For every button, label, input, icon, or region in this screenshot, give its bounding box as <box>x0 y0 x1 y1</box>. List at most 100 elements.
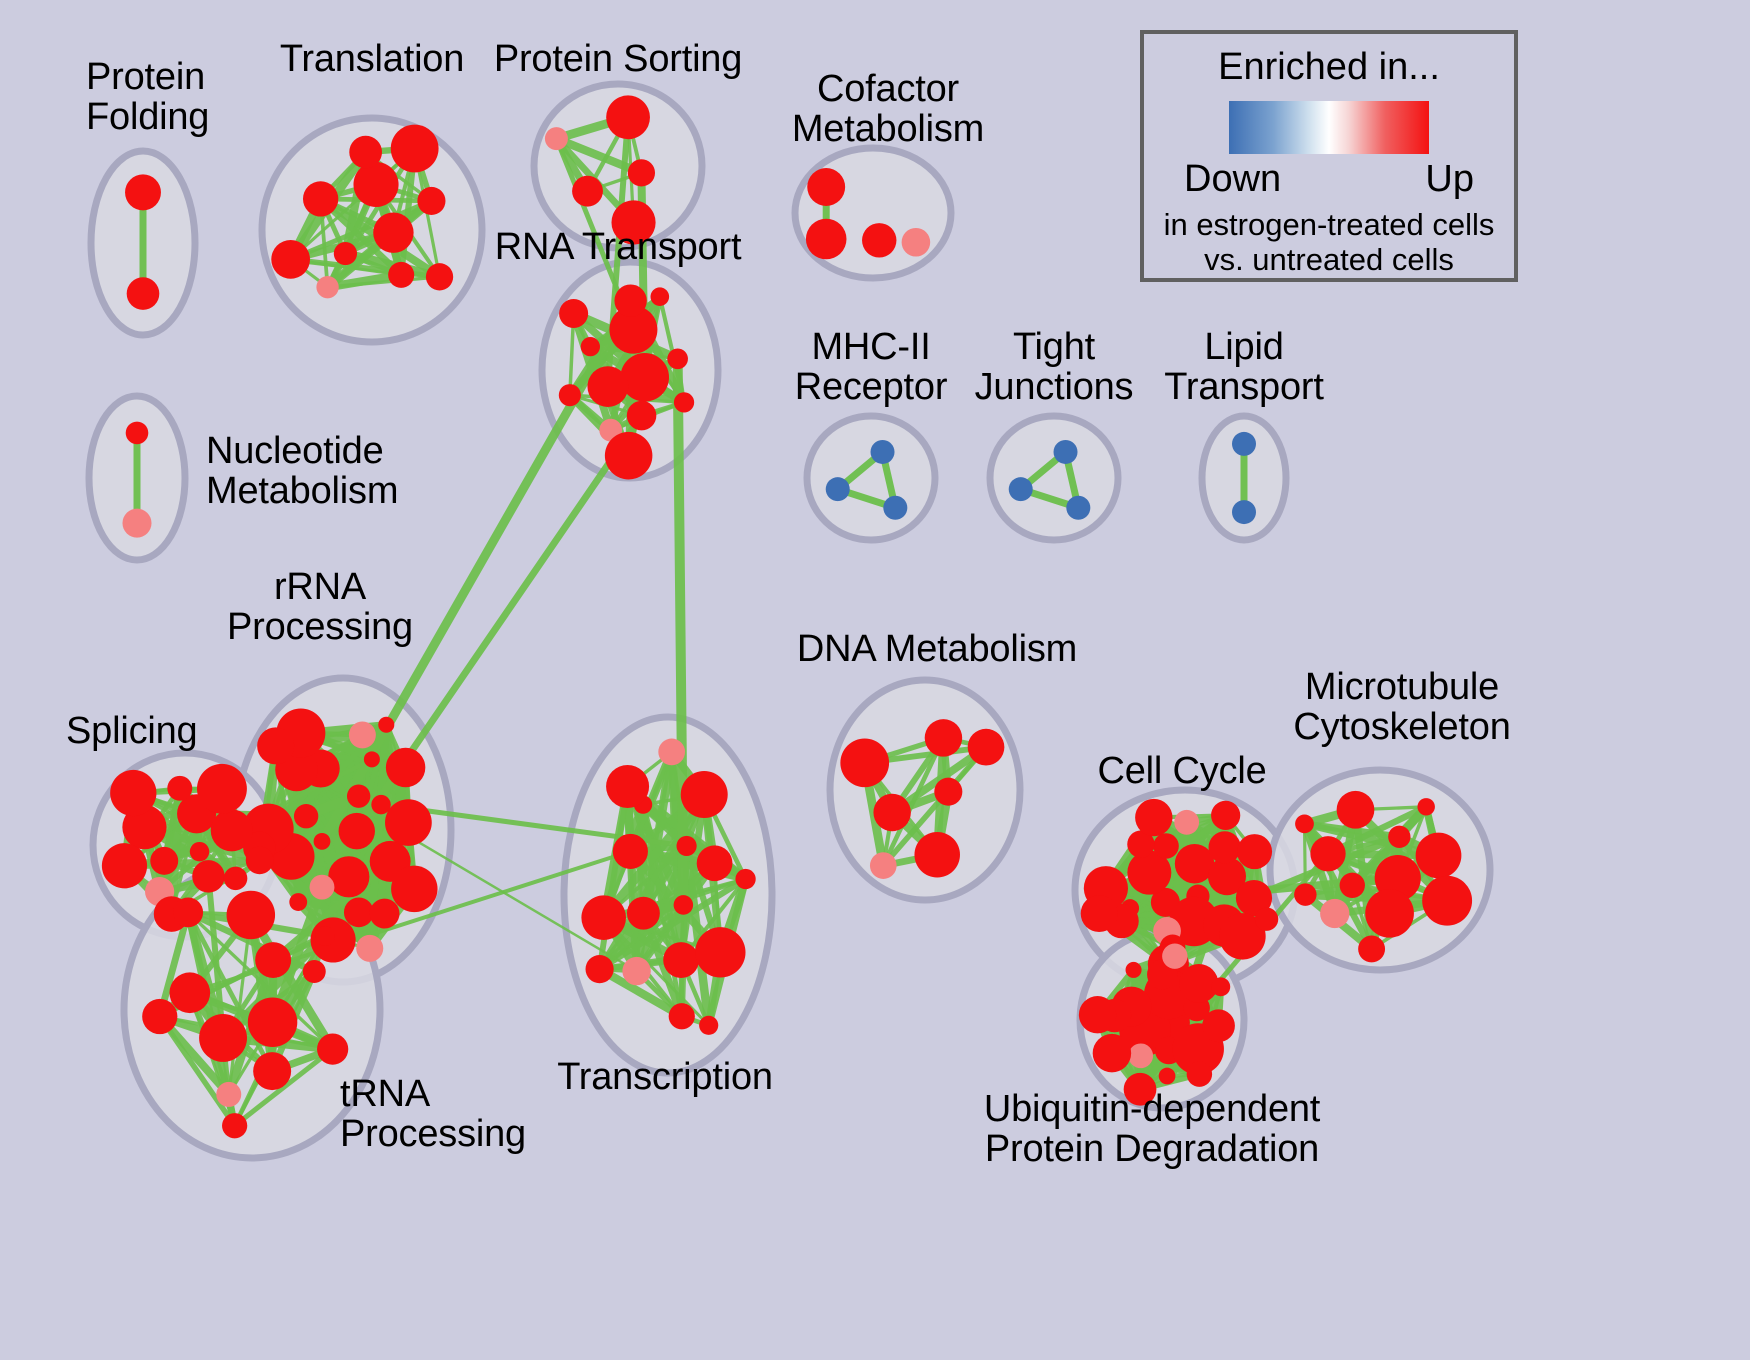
cluster-label-rrna-processing: rRNA Processing <box>227 566 413 648</box>
cluster-label-dna-metabolism: DNA Metabolism <box>796 628 1078 670</box>
network-node <box>142 998 178 1035</box>
network-node <box>1365 888 1414 938</box>
cluster-label-lipid-transport: Lipid Transport <box>1164 326 1324 408</box>
network-node <box>289 893 308 911</box>
network-node <box>196 763 247 814</box>
network-node <box>544 127 568 151</box>
network-node <box>313 832 331 850</box>
network-node <box>257 727 295 765</box>
network-node <box>667 348 688 370</box>
network-node <box>222 1113 248 1139</box>
network-node <box>1415 832 1462 879</box>
network-node <box>869 852 897 879</box>
network-node <box>1202 1009 1235 1043</box>
network-node <box>558 384 581 407</box>
network-node <box>192 860 225 893</box>
network-node <box>1162 943 1188 969</box>
network-node <box>606 95 650 140</box>
network-node <box>805 218 847 260</box>
network-node <box>363 751 380 768</box>
network-node <box>1092 1033 1132 1073</box>
network-node <box>807 168 846 206</box>
network-node <box>293 804 319 829</box>
network-node <box>1358 935 1386 963</box>
network-node <box>255 942 292 979</box>
cluster-label-mhc-ii-receptor: MHC-II Receptor <box>794 326 948 408</box>
network-node <box>309 874 335 900</box>
network-node <box>1158 1067 1176 1085</box>
network-node <box>572 175 603 207</box>
network-node <box>1078 996 1117 1034</box>
network-node <box>328 856 370 898</box>
network-node <box>1135 798 1173 837</box>
network-node <box>627 159 656 187</box>
network-node <box>699 1015 719 1035</box>
network-edge <box>325 275 442 289</box>
cluster-label-ubiquitin-protein-degradation: Ubiquitin-dependent Protein Degradation <box>983 1088 1321 1170</box>
network-node <box>385 747 426 788</box>
network-node <box>612 833 648 869</box>
cluster-label-transcription: Transcription <box>557 1056 773 1098</box>
network-edge <box>596 875 749 973</box>
network-node <box>302 181 339 217</box>
cluster-label-trna-processing: tRNA Processing <box>340 1073 526 1155</box>
network-node <box>680 771 728 819</box>
network-node <box>862 223 897 258</box>
legend-title: Enriched in... <box>1218 46 1440 88</box>
cluster-label-protein-folding: Protein Folding <box>86 56 210 138</box>
network-node <box>1232 431 1256 456</box>
network-node <box>1235 880 1273 917</box>
network-node <box>338 812 375 850</box>
network-node <box>1186 1061 1213 1087</box>
network-node <box>210 809 253 852</box>
network-node <box>216 1081 242 1107</box>
network-node <box>585 955 614 984</box>
network-node <box>611 200 656 245</box>
network-node <box>840 738 890 788</box>
network-node <box>226 890 276 940</box>
network-node <box>373 212 414 253</box>
network-node <box>1008 477 1033 502</box>
network-edge <box>289 146 417 261</box>
network-edge <box>205 873 227 1041</box>
cluster-label-cell-cycle: Cell Cycle <box>1097 750 1267 792</box>
network-node <box>245 846 274 875</box>
network-node <box>609 305 658 354</box>
network-edge <box>568 393 686 405</box>
network-node <box>189 841 210 862</box>
network-node <box>1208 831 1241 864</box>
network-node <box>668 1003 695 1030</box>
network-node <box>1174 844 1215 884</box>
network-node <box>388 261 415 288</box>
network-edge <box>595 964 686 1021</box>
network-node <box>1336 790 1375 829</box>
network-node <box>658 738 686 766</box>
network-node <box>604 431 653 480</box>
network-node <box>696 845 733 882</box>
network-node <box>1179 963 1219 1004</box>
network-node <box>1236 834 1273 870</box>
network-node <box>346 784 371 808</box>
network-node <box>1219 913 1266 960</box>
network-node <box>901 227 931 257</box>
network-node <box>169 972 211 1014</box>
network-edge <box>269 857 394 964</box>
cluster-label-protein-sorting: Protein Sorting <box>493 38 743 80</box>
network-edge <box>601 749 674 920</box>
network-node <box>663 942 700 978</box>
network-node <box>1127 830 1155 858</box>
network-node <box>150 846 179 875</box>
network-node <box>1080 895 1118 932</box>
network-node <box>626 896 660 930</box>
network-node <box>614 284 647 317</box>
network-node <box>1254 907 1279 931</box>
network-node <box>587 366 629 407</box>
network-node <box>417 186 446 216</box>
network-node <box>1128 1043 1154 1069</box>
legend-low-label: Down <box>1184 157 1282 200</box>
network-node <box>247 997 298 1047</box>
network-edge <box>156 908 192 1020</box>
network-node <box>110 769 157 817</box>
network-node <box>967 728 1005 766</box>
